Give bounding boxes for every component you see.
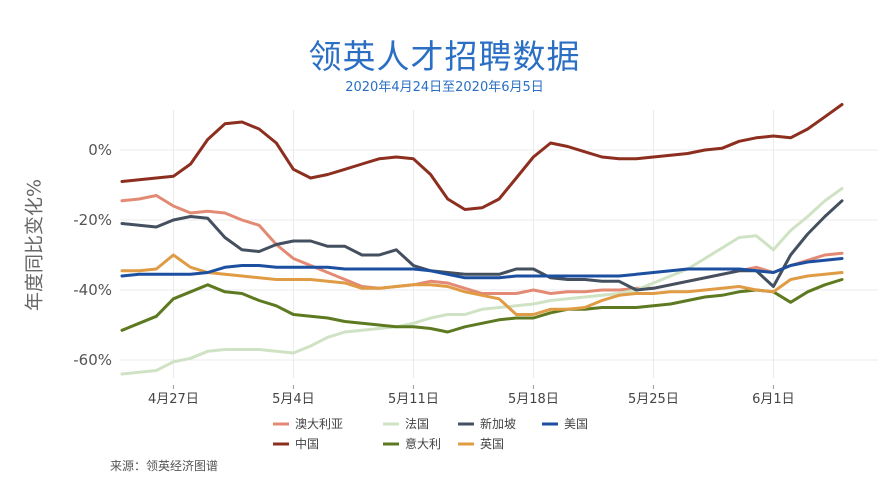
x-tick-label: 4月27日	[148, 392, 199, 407]
chart-subtitle: 2020年4月24日至2020年6月5日	[345, 80, 544, 95]
series-lines	[120, 103, 844, 376]
x-axis-ticks: 4月27日 5月4日 5月11日 5月18日 5月25日 6月1日	[148, 385, 795, 407]
x-tick-label: 5月25日	[628, 392, 679, 407]
gridlines	[120, 110, 878, 378]
series-line-英国	[120, 253, 844, 316]
legend-label: 意大利	[405, 436, 441, 451]
x-tick-label: 6月1日	[752, 392, 795, 407]
source-note: 来源：领英经济图谱	[110, 459, 219, 473]
series-line-意大利	[120, 278, 844, 334]
y-tick-label: -20%	[73, 211, 112, 229]
series-line-中国	[120, 103, 844, 211]
y-tick-label: -40%	[73, 281, 112, 299]
legend-label: 新加坡	[480, 416, 516, 431]
y-tick-label: 0%	[88, 141, 112, 159]
series-line-法国	[120, 187, 844, 376]
legend-label: 法国	[405, 417, 429, 431]
x-tick-label: 5月18日	[508, 392, 559, 407]
x-tick-label: 5月4日	[272, 392, 315, 407]
legend-label: 美国	[564, 417, 588, 431]
series-line-新加坡	[120, 199, 844, 292]
legend-label: 中国	[295, 436, 319, 451]
x-tick-label: 5月11日	[388, 392, 439, 407]
y-axis-ticks: 0% -20% -40% -60%	[73, 141, 112, 369]
y-tick-label: -60%	[73, 351, 112, 369]
series-line-美国	[120, 257, 844, 280]
legend-label: 英国	[480, 437, 504, 451]
chart-title: 领英人才招聘数据	[308, 37, 581, 76]
legend-label: 澳大利亚	[295, 417, 343, 431]
